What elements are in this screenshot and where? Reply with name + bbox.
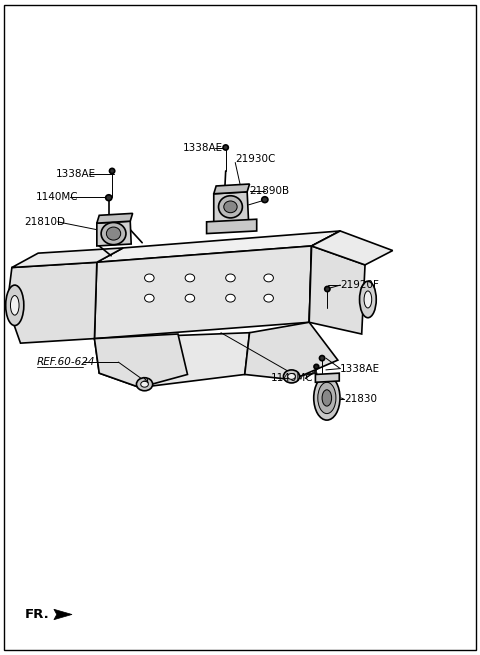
Text: 21890B: 21890B: [250, 185, 289, 196]
Text: 21920F: 21920F: [340, 280, 379, 290]
Ellipse shape: [185, 274, 195, 282]
Polygon shape: [312, 231, 393, 265]
Ellipse shape: [322, 390, 332, 406]
Text: 21830: 21830: [344, 394, 377, 404]
Polygon shape: [54, 609, 72, 620]
Ellipse shape: [136, 378, 153, 391]
Ellipse shape: [226, 294, 235, 302]
Ellipse shape: [320, 356, 324, 361]
Ellipse shape: [314, 376, 340, 420]
Ellipse shape: [185, 294, 195, 302]
Text: 21930C: 21930C: [235, 154, 276, 164]
Text: 21810D: 21810D: [24, 217, 65, 227]
Text: 1338AE: 1338AE: [56, 169, 96, 179]
Ellipse shape: [226, 274, 235, 282]
Polygon shape: [95, 246, 312, 339]
Polygon shape: [97, 231, 340, 262]
Ellipse shape: [364, 291, 372, 308]
Ellipse shape: [6, 285, 24, 326]
Ellipse shape: [144, 274, 154, 282]
Text: REF.60-624: REF.60-624: [37, 357, 96, 367]
Ellipse shape: [218, 196, 242, 218]
Ellipse shape: [264, 274, 274, 282]
Ellipse shape: [314, 364, 319, 369]
Polygon shape: [214, 192, 249, 224]
Ellipse shape: [324, 286, 330, 291]
Ellipse shape: [106, 195, 112, 200]
Ellipse shape: [101, 223, 126, 245]
Ellipse shape: [107, 227, 120, 240]
Ellipse shape: [109, 168, 115, 174]
Text: 1140MC: 1140MC: [271, 373, 313, 383]
Polygon shape: [7, 262, 97, 343]
Ellipse shape: [288, 373, 295, 379]
Ellipse shape: [141, 381, 148, 387]
Polygon shape: [12, 248, 123, 267]
Text: 1140MC: 1140MC: [36, 192, 78, 202]
Ellipse shape: [360, 281, 376, 318]
Ellipse shape: [264, 294, 274, 302]
Polygon shape: [315, 373, 339, 383]
Polygon shape: [214, 184, 250, 194]
Polygon shape: [309, 231, 340, 322]
Ellipse shape: [262, 196, 268, 202]
Polygon shape: [95, 333, 250, 388]
Ellipse shape: [318, 383, 336, 413]
Polygon shape: [245, 322, 338, 380]
Text: FR.: FR.: [24, 608, 49, 621]
Polygon shape: [97, 214, 132, 223]
Polygon shape: [309, 246, 365, 334]
Ellipse shape: [224, 201, 237, 213]
Polygon shape: [206, 219, 257, 234]
Ellipse shape: [223, 145, 228, 150]
Text: 1338AE: 1338AE: [340, 364, 380, 373]
Text: 1338AE: 1338AE: [183, 143, 223, 153]
Ellipse shape: [144, 294, 154, 302]
Ellipse shape: [283, 370, 300, 383]
Polygon shape: [95, 334, 188, 388]
Ellipse shape: [11, 295, 19, 315]
Polygon shape: [97, 221, 131, 246]
